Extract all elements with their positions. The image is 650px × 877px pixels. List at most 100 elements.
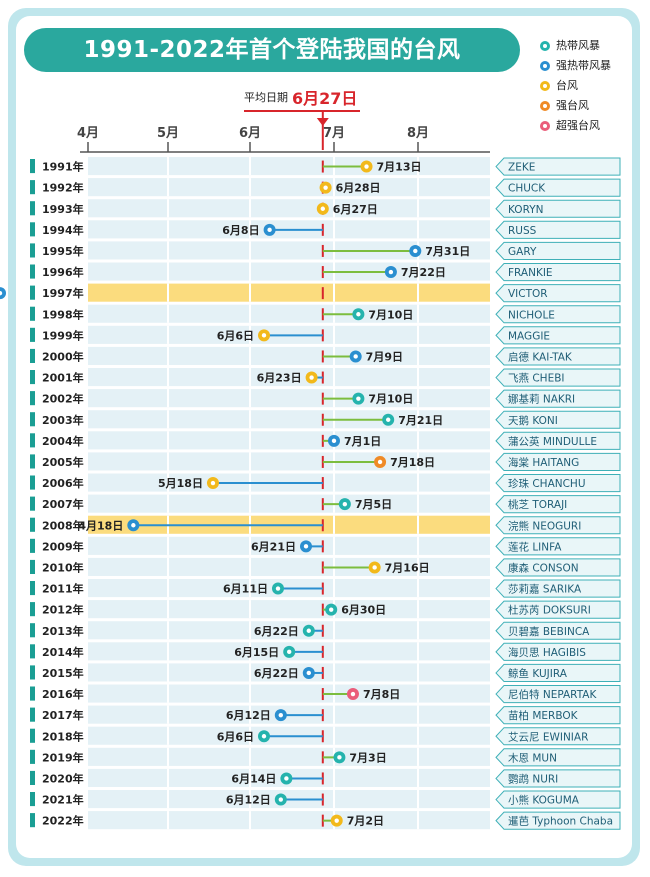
name-tag <box>495 389 621 408</box>
year-marker <box>30 665 35 680</box>
year-marker <box>30 412 35 427</box>
year-label: 1995年 <box>42 244 84 258</box>
year-marker <box>30 496 35 511</box>
date-label: 6月27日 <box>333 203 378 216</box>
row-background <box>88 199 490 218</box>
date-label: 6月30日 <box>341 604 386 617</box>
storm-eye-icon <box>275 586 281 591</box>
row-background <box>88 304 490 323</box>
year-label: 2017年 <box>42 708 84 722</box>
year-marker <box>30 391 35 406</box>
date-label: 6月23日 <box>257 372 302 385</box>
storm-eye-icon <box>350 691 356 697</box>
name-tag <box>495 263 621 282</box>
storm-marker-icon <box>0 287 6 300</box>
typhoon-name: 鲸鱼 KUJIRA <box>508 667 568 680</box>
row-background <box>88 663 490 682</box>
legend-swatch-icon <box>540 81 550 91</box>
name-tag <box>495 642 621 661</box>
storm-eye-icon <box>323 185 328 190</box>
axis-tick-label: 8月 <box>407 126 429 141</box>
name-tag <box>495 410 621 429</box>
typhoon-name: VICTOR <box>508 288 548 300</box>
legend-label: 台风 <box>556 79 578 92</box>
typhoon-name: 娜基莉 NAKRI <box>508 393 575 406</box>
typhoon-name: 艾云尼 EWINIAR <box>508 731 588 743</box>
date-label: 6月28日 <box>336 182 381 195</box>
legend-label: 强台风 <box>556 99 589 112</box>
highlighted-row-background <box>88 283 490 302</box>
row-background <box>88 178 490 197</box>
year-marker <box>30 602 35 617</box>
typhoon-name: 暹芭 Typhoon Chaba <box>508 815 613 828</box>
year-label: 2005年 <box>42 455 84 469</box>
date-label: 7月5日 <box>355 498 392 511</box>
typhoon-name: NICHOLE <box>508 309 555 321</box>
row-background <box>88 557 490 576</box>
storm-eye-icon <box>303 544 309 549</box>
storm-eye-icon <box>210 480 216 486</box>
average-value: 6月27日 <box>292 89 358 108</box>
typhoon-name: RUSS <box>508 225 537 237</box>
year-label: 1996年 <box>42 265 84 279</box>
name-tag <box>495 474 621 493</box>
typhoon-name: 海贝思 HAGIBIS <box>508 646 586 659</box>
storm-eye-icon <box>329 607 334 612</box>
year-marker <box>30 264 35 279</box>
date-label: 7月21日 <box>398 414 443 427</box>
date-label: 7月8日 <box>363 688 400 701</box>
date-label: 7月10日 <box>368 393 413 406</box>
name-tag <box>495 199 621 218</box>
storm-eye-icon <box>278 797 283 802</box>
typhoon-name: 杜苏芮 DOKSURI <box>508 604 591 617</box>
name-tag <box>495 220 621 239</box>
name-tag <box>495 790 621 809</box>
year-marker <box>30 686 35 701</box>
year-marker <box>30 792 35 807</box>
name-tag <box>495 326 621 345</box>
year-label: 1994年 <box>42 223 84 237</box>
row-background <box>88 621 490 640</box>
axis-tick-label: 5月 <box>157 126 179 141</box>
legend-item: 台风 <box>540 76 640 96</box>
date-label: 6月22日 <box>254 625 299 638</box>
date-label: 7月22日 <box>401 266 446 279</box>
name-tag <box>495 600 621 619</box>
name-tag <box>495 178 621 197</box>
date-label: 6月21日 <box>251 540 296 553</box>
name-tag <box>495 748 621 767</box>
year-marker <box>30 306 35 321</box>
year-label: 1991年 <box>42 160 84 174</box>
name-tag <box>495 284 621 303</box>
year-marker <box>30 559 35 574</box>
storm-eye-icon <box>353 354 358 359</box>
year-label: 2008年 <box>42 518 84 532</box>
storm-eye-icon <box>309 375 314 380</box>
name-tag <box>495 663 621 682</box>
legend-swatch-icon <box>540 61 550 71</box>
date-label: 7月3日 <box>349 751 386 764</box>
row-background <box>88 684 490 703</box>
axis-tick-label: 7月 <box>323 126 345 141</box>
axis-tick-label: 4月 <box>77 126 99 141</box>
storm-eye-icon <box>334 818 339 823</box>
average-caption: 平均日期 <box>244 91 288 104</box>
year-label: 1998年 <box>42 307 84 321</box>
year-marker <box>30 749 35 764</box>
name-tag <box>495 769 621 788</box>
name-tag <box>495 241 621 260</box>
legend-item: 强热带风暴 <box>540 56 640 76</box>
year-label: 1999年 <box>42 328 84 342</box>
year-marker <box>30 517 35 532</box>
storm-eye-icon <box>320 206 325 211</box>
name-tag <box>495 347 621 366</box>
date-label: 7月9日 <box>366 350 403 363</box>
year-label: 2019年 <box>42 750 84 764</box>
storm-eye-icon <box>278 712 283 718</box>
average-underline <box>244 110 360 112</box>
date-label: 6月14日 <box>231 772 276 785</box>
legend-item: 热带风暴 <box>540 36 640 56</box>
typhoon-name: 鹦鹉 NURI <box>508 772 558 785</box>
row-background <box>88 811 490 830</box>
year-marker <box>30 728 35 743</box>
